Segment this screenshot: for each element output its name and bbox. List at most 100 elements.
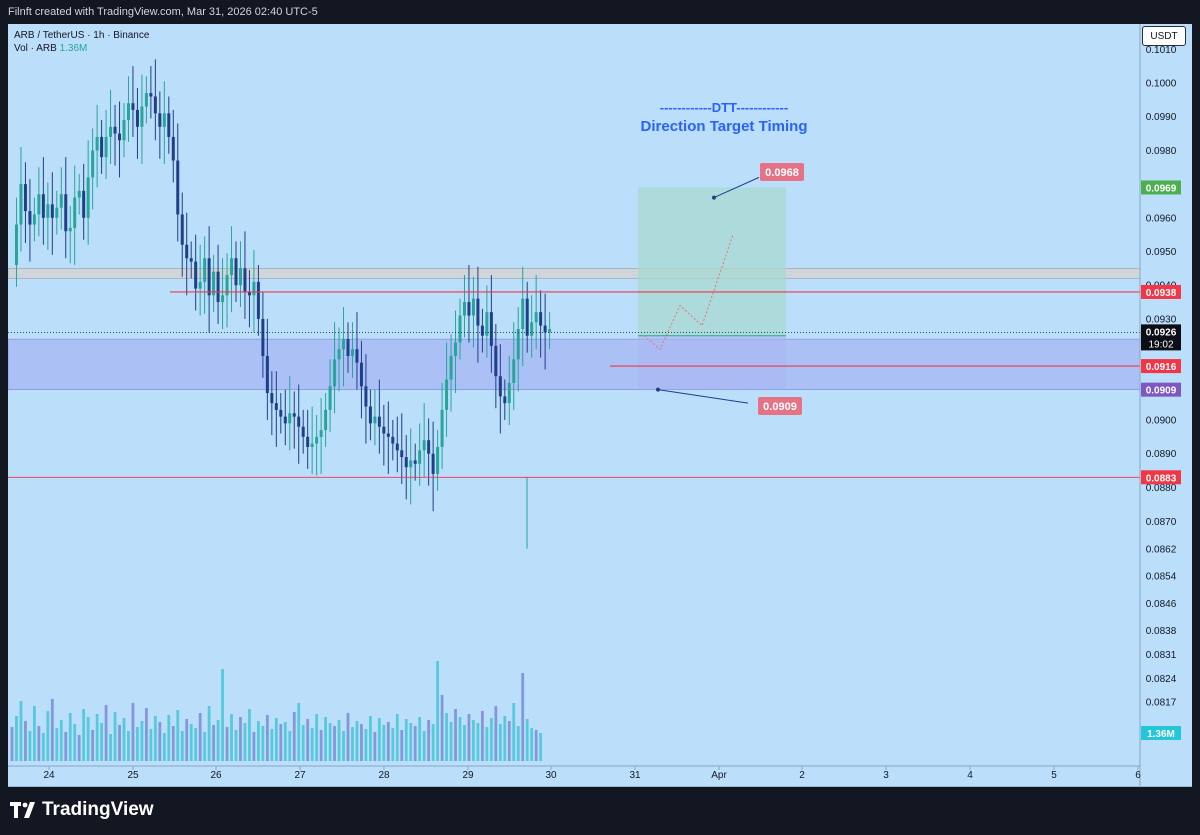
- volume-bar: [404, 719, 408, 761]
- volume-bar: [252, 732, 256, 761]
- currency-button[interactable]: USDT: [1142, 26, 1186, 46]
- candle-body: [350, 349, 354, 356]
- candle-body: [489, 312, 493, 346]
- volume-bar: [283, 722, 287, 761]
- callout-leader: [657, 389, 749, 404]
- time-tick-label: 5: [1051, 770, 1057, 781]
- brand-name: TradingView: [42, 799, 154, 820]
- volume-bar: [355, 721, 359, 761]
- candle-body: [471, 298, 475, 316]
- candle-body: [436, 446, 440, 474]
- attribution-text: Filnft created with TradingView.com, Mar…: [8, 6, 318, 18]
- candle-body: [337, 349, 341, 360]
- callout-dot: [656, 387, 660, 392]
- time-axis: 24 25 26 27 28 29 30 31 Apr 2 3 4 5 6: [43, 766, 1141, 781]
- resistance-zone: [8, 268, 1141, 279]
- volume-bar: [481, 711, 484, 761]
- volume-bar: [534, 730, 538, 761]
- time-tick-label: Apr: [711, 770, 727, 781]
- chart-area[interactable]: ------------DTT------------ Direction Tar…: [8, 24, 1192, 787]
- volume-bar: [422, 731, 426, 761]
- volume-bar: [113, 712, 117, 761]
- candle-body: [480, 325, 484, 336]
- volume-bar: [476, 723, 480, 761]
- volume-bar: [454, 709, 457, 761]
- candle-body: [409, 460, 413, 468]
- volume-bar: [288, 731, 292, 761]
- stop-box: [638, 335, 786, 390]
- volume-bar: [225, 727, 229, 761]
- candle-body: [68, 227, 72, 232]
- volume-bar: [503, 716, 507, 761]
- candle-body: [548, 329, 552, 333]
- time-tick-label: 6: [1135, 770, 1141, 781]
- candle-body: [525, 298, 529, 336]
- candle-body: [73, 197, 77, 228]
- volume-bar: [418, 717, 422, 761]
- candle-body: [19, 184, 23, 225]
- callout-text: 0.0968: [765, 167, 799, 179]
- candle-body: [126, 103, 130, 121]
- candle-body: [221, 295, 225, 303]
- candle-body: [485, 312, 489, 336]
- candle-body: [534, 312, 538, 323]
- candle-body: [153, 96, 157, 114]
- volume-bar: [351, 727, 354, 761]
- chart-legend: ARB / TetherUS · 1h · Binance Vol · ARB …: [14, 29, 149, 55]
- volume-bar: [122, 718, 126, 761]
- tradingview-logo[interactable]: TradingView: [10, 798, 154, 822]
- time-tick-label: 30: [545, 770, 557, 781]
- price-tick-label: 0.0930: [1146, 314, 1177, 325]
- volume-bar: [494, 706, 498, 761]
- candle-body: [256, 281, 260, 319]
- symbol-line[interactable]: ARB / TetherUS · 1h · Binance: [14, 30, 150, 41]
- candle-body: [516, 329, 520, 360]
- candle-body: [319, 430, 323, 437]
- volume-bar: [198, 713, 202, 761]
- volume-bar: [55, 728, 59, 761]
- volume-bar: [386, 722, 390, 761]
- candle-body: [449, 355, 453, 380]
- tradingview-logo-icon: [10, 802, 35, 818]
- time-tick-label: 31: [629, 770, 641, 781]
- candle-body: [404, 457, 408, 468]
- candle-body: [46, 204, 50, 218]
- candle-body: [180, 214, 184, 245]
- price-tick-label: 0.0950: [1146, 247, 1177, 258]
- volume-bar: [73, 724, 77, 761]
- volume-bar: [176, 710, 180, 761]
- volume-bar: [149, 729, 153, 761]
- volume-bar: [50, 699, 54, 761]
- candle-body: [283, 416, 287, 424]
- candle-body: [198, 281, 202, 289]
- candle-body: [234, 258, 238, 286]
- callout-text: 0.0909: [763, 401, 797, 413]
- volume-bar: [207, 706, 211, 761]
- candle-body: [418, 450, 422, 464]
- candle-body: [346, 339, 350, 356]
- volume-label: Vol · ARB: [14, 43, 57, 54]
- volume-bar: [427, 720, 431, 761]
- price-tick-label: 0.0880: [1146, 483, 1177, 494]
- candle-body: [391, 436, 395, 444]
- volume-bar: [436, 661, 439, 761]
- price-label-text: 0.0916: [1146, 362, 1177, 373]
- price-label-text: 0.0883: [1146, 473, 1177, 484]
- volume-bar: [301, 725, 305, 761]
- price-tick-label: 0.1010: [1146, 45, 1177, 56]
- candle-body: [55, 207, 59, 218]
- volume-bar: [64, 732, 68, 761]
- candle-body: [467, 302, 471, 316]
- candle-body: [109, 126, 113, 137]
- volume-bar: [167, 715, 171, 761]
- dtt-title: ------------DTT------------: [660, 100, 788, 115]
- volume-bar: [127, 731, 130, 761]
- countdown-text: 19:02: [1148, 339, 1173, 350]
- zones-layer: [8, 187, 1141, 390]
- time-tick-label: 28: [378, 770, 390, 781]
- candle-body: [95, 136, 99, 151]
- price-chart[interactable]: ------------DTT------------ Direction Tar…: [8, 24, 1192, 786]
- candle-body: [328, 386, 332, 410]
- volume-bar: [109, 734, 112, 761]
- volume-bar: [467, 714, 471, 761]
